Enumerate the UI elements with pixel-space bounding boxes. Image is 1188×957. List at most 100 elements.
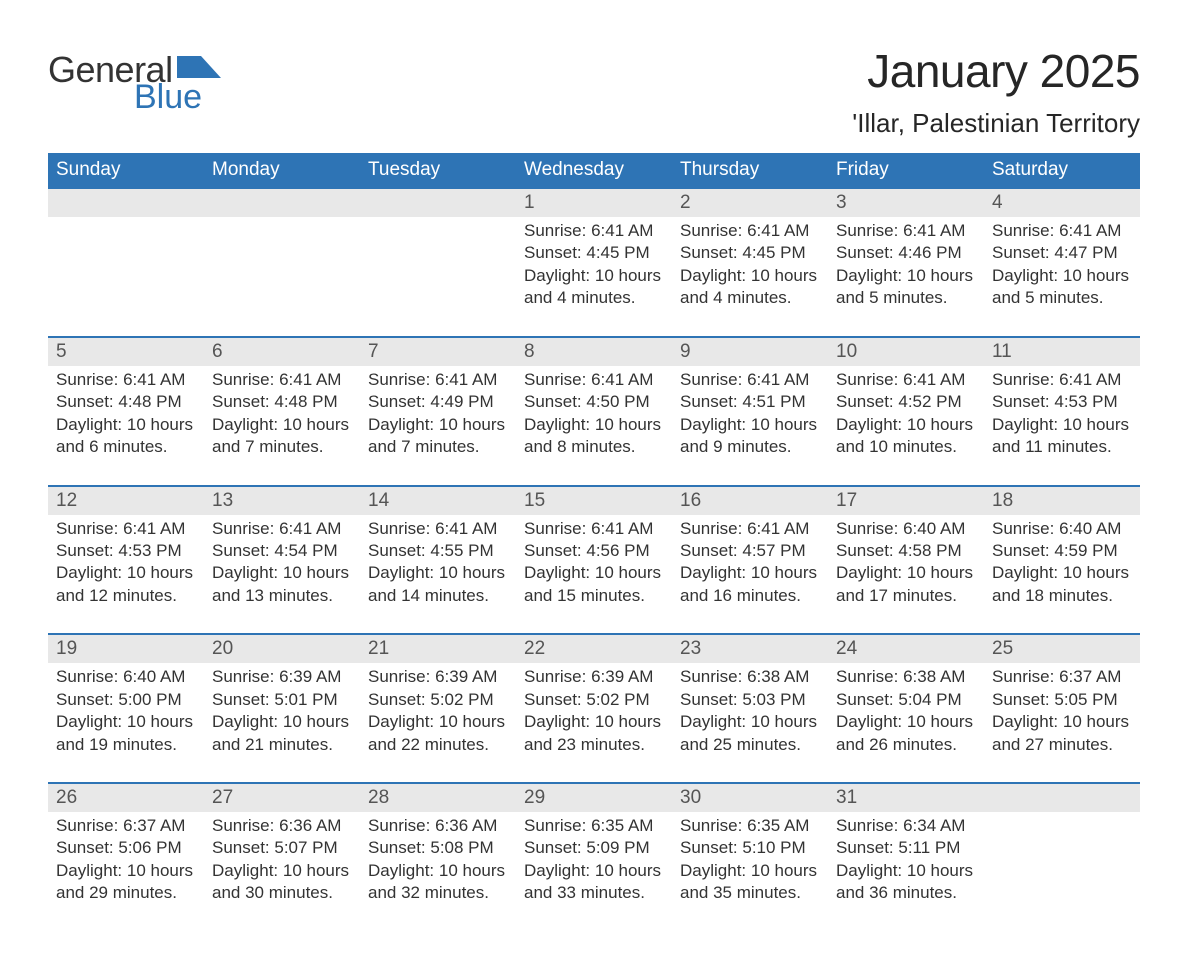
sunset-text: Sunset: 5:07 PM [212, 837, 352, 859]
page-title: January 2025 [852, 44, 1140, 98]
day-number [984, 784, 1140, 812]
day-cell: Sunrise: 6:41 AMSunset: 4:49 PMDaylight:… [360, 366, 516, 463]
daylight-text: Daylight: 10 hours and 12 minutes. [56, 562, 196, 607]
day-cell: Sunrise: 6:41 AMSunset: 4:50 PMDaylight:… [516, 366, 672, 463]
day-number: 25 [984, 635, 1140, 663]
day-number: 6 [204, 338, 360, 366]
sunset-text: Sunset: 5:01 PM [212, 689, 352, 711]
day-number: 3 [828, 189, 984, 217]
sunset-text: Sunset: 4:45 PM [680, 242, 820, 264]
dow-friday: Friday [828, 153, 984, 189]
day-number-row: 1234 [48, 189, 1140, 217]
sunset-text: Sunset: 4:54 PM [212, 540, 352, 562]
dow-wednesday: Wednesday [516, 153, 672, 189]
page-header: General Blue January 2025 'Illar, Palest… [48, 44, 1140, 139]
sunrise-text: Sunrise: 6:36 AM [368, 815, 508, 837]
day-number: 24 [828, 635, 984, 663]
sunrise-text: Sunrise: 6:39 AM [212, 666, 352, 688]
day-cell: Sunrise: 6:38 AMSunset: 5:03 PMDaylight:… [672, 663, 828, 760]
day-content-row: Sunrise: 6:40 AMSunset: 5:00 PMDaylight:… [48, 663, 1140, 760]
sunset-text: Sunset: 4:59 PM [992, 540, 1132, 562]
day-cell: Sunrise: 6:36 AMSunset: 5:07 PMDaylight:… [204, 812, 360, 909]
day-of-week-header-row: Sunday Monday Tuesday Wednesday Thursday… [48, 153, 1140, 189]
sunset-text: Sunset: 4:48 PM [212, 391, 352, 413]
sunset-text: Sunset: 5:02 PM [524, 689, 664, 711]
daylight-text: Daylight: 10 hours and 25 minutes. [680, 711, 820, 756]
sunrise-text: Sunrise: 6:41 AM [836, 369, 976, 391]
day-number: 21 [360, 635, 516, 663]
sunrise-text: Sunrise: 6:36 AM [212, 815, 352, 837]
day-number: 15 [516, 487, 672, 515]
sunset-text: Sunset: 4:53 PM [56, 540, 196, 562]
sunset-text: Sunset: 4:45 PM [524, 242, 664, 264]
sunrise-text: Sunrise: 6:41 AM [680, 369, 820, 391]
dow-saturday: Saturday [984, 153, 1140, 189]
day-cell: Sunrise: 6:41 AMSunset: 4:57 PMDaylight:… [672, 515, 828, 612]
sunset-text: Sunset: 5:00 PM [56, 689, 196, 711]
logo: General Blue [48, 52, 221, 114]
daylight-text: Daylight: 10 hours and 5 minutes. [992, 265, 1132, 310]
daylight-text: Daylight: 10 hours and 15 minutes. [524, 562, 664, 607]
day-cell: Sunrise: 6:40 AMSunset: 4:59 PMDaylight:… [984, 515, 1140, 612]
daylight-text: Daylight: 10 hours and 6 minutes. [56, 414, 196, 459]
day-number [48, 189, 204, 217]
day-cell [48, 217, 204, 314]
day-cell: Sunrise: 6:41 AMSunset: 4:46 PMDaylight:… [828, 217, 984, 314]
day-cell [360, 217, 516, 314]
daylight-text: Daylight: 10 hours and 17 minutes. [836, 562, 976, 607]
daylight-text: Daylight: 10 hours and 4 minutes. [680, 265, 820, 310]
day-number [204, 189, 360, 217]
daylight-text: Daylight: 10 hours and 16 minutes. [680, 562, 820, 607]
day-number: 9 [672, 338, 828, 366]
daylight-text: Daylight: 10 hours and 14 minutes. [368, 562, 508, 607]
dow-sunday: Sunday [48, 153, 204, 189]
daylight-text: Daylight: 10 hours and 9 minutes. [680, 414, 820, 459]
week-row: 1234Sunrise: 6:41 AMSunset: 4:45 PMDayli… [48, 189, 1140, 314]
sunset-text: Sunset: 5:09 PM [524, 837, 664, 859]
day-cell [984, 812, 1140, 909]
dow-thursday: Thursday [672, 153, 828, 189]
daylight-text: Daylight: 10 hours and 21 minutes. [212, 711, 352, 756]
day-cell: Sunrise: 6:36 AMSunset: 5:08 PMDaylight:… [360, 812, 516, 909]
sunrise-text: Sunrise: 6:41 AM [524, 369, 664, 391]
sunset-text: Sunset: 4:52 PM [836, 391, 976, 413]
sunset-text: Sunset: 5:04 PM [836, 689, 976, 711]
day-number [360, 189, 516, 217]
day-cell: Sunrise: 6:41 AMSunset: 4:47 PMDaylight:… [984, 217, 1140, 314]
sunrise-text: Sunrise: 6:41 AM [56, 369, 196, 391]
daylight-text: Daylight: 10 hours and 29 minutes. [56, 860, 196, 905]
daylight-text: Daylight: 10 hours and 30 minutes. [212, 860, 352, 905]
sunset-text: Sunset: 4:55 PM [368, 540, 508, 562]
day-number: 2 [672, 189, 828, 217]
sunset-text: Sunset: 5:02 PM [368, 689, 508, 711]
day-cell: Sunrise: 6:41 AMSunset: 4:48 PMDaylight:… [48, 366, 204, 463]
sunset-text: Sunset: 5:10 PM [680, 837, 820, 859]
daylight-text: Daylight: 10 hours and 18 minutes. [992, 562, 1132, 607]
day-number: 10 [828, 338, 984, 366]
sunset-text: Sunset: 4:48 PM [56, 391, 196, 413]
sunset-text: Sunset: 4:49 PM [368, 391, 508, 413]
day-cell: Sunrise: 6:41 AMSunset: 4:56 PMDaylight:… [516, 515, 672, 612]
day-cell: Sunrise: 6:39 AMSunset: 5:02 PMDaylight:… [516, 663, 672, 760]
sunset-text: Sunset: 5:06 PM [56, 837, 196, 859]
daylight-text: Daylight: 10 hours and 26 minutes. [836, 711, 976, 756]
day-cell: Sunrise: 6:38 AMSunset: 5:04 PMDaylight:… [828, 663, 984, 760]
sunset-text: Sunset: 4:46 PM [836, 242, 976, 264]
sunrise-text: Sunrise: 6:38 AM [680, 666, 820, 688]
sunrise-text: Sunrise: 6:38 AM [836, 666, 976, 688]
daylight-text: Daylight: 10 hours and 33 minutes. [524, 860, 664, 905]
week-row: 262728293031Sunrise: 6:37 AMSunset: 5:06… [48, 782, 1140, 909]
sunrise-text: Sunrise: 6:41 AM [56, 518, 196, 540]
day-number: 19 [48, 635, 204, 663]
sunset-text: Sunset: 5:11 PM [836, 837, 976, 859]
week-row: 567891011Sunrise: 6:41 AMSunset: 4:48 PM… [48, 336, 1140, 463]
day-number: 29 [516, 784, 672, 812]
daylight-text: Daylight: 10 hours and 19 minutes. [56, 711, 196, 756]
sunrise-text: Sunrise: 6:40 AM [992, 518, 1132, 540]
sunrise-text: Sunrise: 6:41 AM [212, 518, 352, 540]
day-number-row: 19202122232425 [48, 635, 1140, 663]
day-number-row: 12131415161718 [48, 487, 1140, 515]
day-number: 23 [672, 635, 828, 663]
week-row: 12131415161718Sunrise: 6:41 AMSunset: 4:… [48, 485, 1140, 612]
day-number: 5 [48, 338, 204, 366]
